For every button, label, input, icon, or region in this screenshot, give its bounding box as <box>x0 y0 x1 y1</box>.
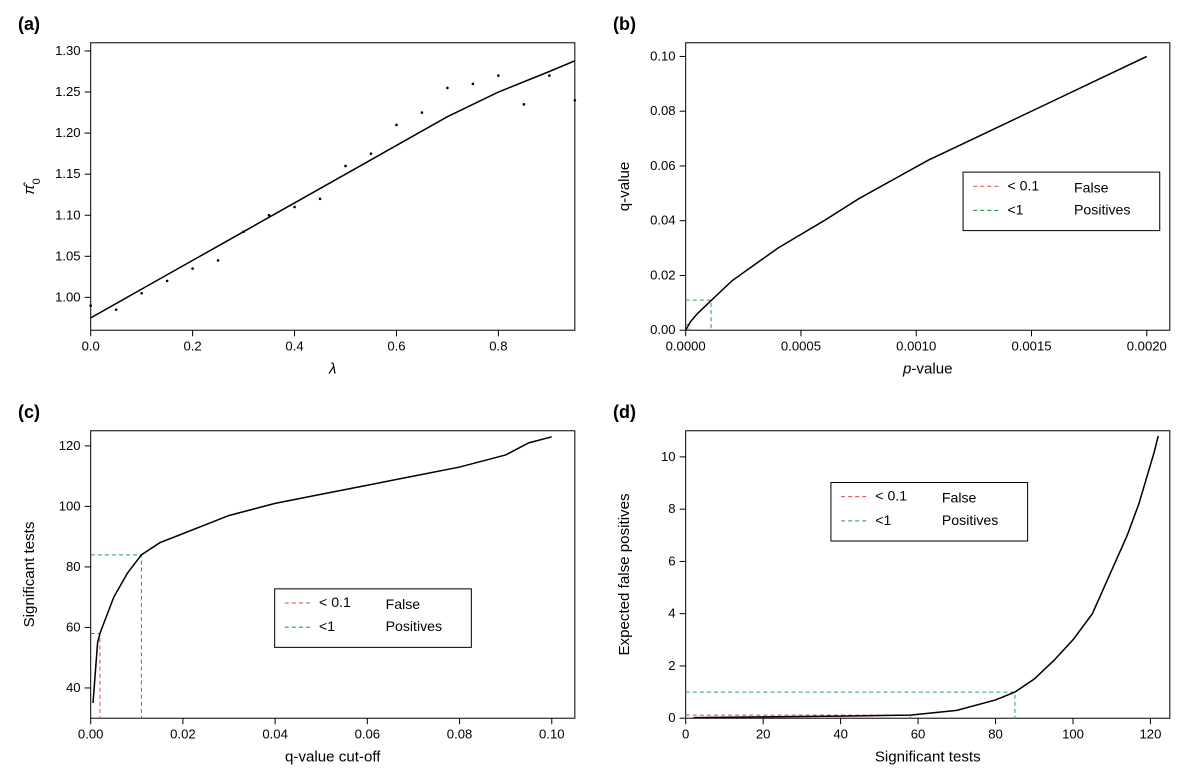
svg-text:< 0.1: < 0.1 <box>319 594 351 610</box>
svg-text:0.08: 0.08 <box>447 727 473 742</box>
svg-text:Significant tests: Significant tests <box>21 521 38 627</box>
svg-text:False: False <box>942 490 977 506</box>
svg-text:Expected false positives: Expected false positives <box>616 493 633 656</box>
svg-text:0.2: 0.2 <box>183 338 201 353</box>
panel-a: (a) 0.0 0.2 0.4 0.6 0.8 1.00 1.05 1.10 1.15 1.20 1… <box>10 10 595 388</box>
svg-text:1.30: 1.30 <box>55 43 81 58</box>
svg-text:False: False <box>386 596 421 612</box>
svg-text:8: 8 <box>668 501 675 516</box>
svg-text:0.4: 0.4 <box>285 338 303 353</box>
panel-d: (d) 0 20 40 60 80 100 120 0 2 4 6 8 10 Significant te… <box>605 398 1190 776</box>
svg-text:80: 80 <box>988 727 1003 742</box>
chart-grid: (a) 0.0 0.2 0.4 0.6 0.8 1.00 1.05 1.10 1.15 1.20 1… <box>10 10 1190 758</box>
svg-text:Positives: Positives <box>1074 201 1130 217</box>
svg-text:λ: λ <box>328 361 336 378</box>
panel-d-svg: 0 20 40 60 80 100 120 0 2 4 6 8 10 Significant tests E… <box>605 398 1190 776</box>
panel-b: (b) 0.00000.00050.00100.00150.00200.000.… <box>605 10 1190 388</box>
svg-text:0.08: 0.08 <box>650 103 676 118</box>
svg-text:0.00: 0.00 <box>650 322 676 337</box>
panel-a-label: (a) <box>18 14 40 35</box>
svg-text:1.25: 1.25 <box>55 84 81 99</box>
svg-text:0.02: 0.02 <box>170 727 196 742</box>
svg-text:100: 100 <box>1062 727 1084 742</box>
svg-text:60: 60 <box>66 620 81 635</box>
svg-text:π̂0: π̂0 <box>21 178 43 194</box>
panel-d-label: (d) <box>613 402 636 423</box>
panel-c-label: (c) <box>18 402 40 423</box>
svg-text:0.0010: 0.0010 <box>896 338 936 353</box>
svg-text:0.10: 0.10 <box>539 727 565 742</box>
panel-c: (c) 0.00 0.02 0.04 0.06 0.08 0.10 40 60 80 100 120… <box>10 398 595 776</box>
svg-text:Positives: Positives <box>386 618 442 634</box>
svg-text:0.06: 0.06 <box>650 158 676 173</box>
svg-text:Positives: Positives <box>942 512 998 528</box>
svg-text:0.6: 0.6 <box>387 338 405 353</box>
svg-text:0: 0 <box>668 710 675 725</box>
svg-text:False: False <box>1074 179 1109 195</box>
svg-text:0.0000: 0.0000 <box>666 338 706 353</box>
svg-text:40: 40 <box>833 727 848 742</box>
svg-text:p-value: p-value <box>902 361 953 378</box>
svg-text:4: 4 <box>668 606 675 621</box>
svg-text:0.10: 0.10 <box>650 48 676 63</box>
panel-c-svg: 0.00 0.02 0.04 0.06 0.08 0.10 40 60 80 100 120 q-va… <box>10 398 595 776</box>
svg-text:40: 40 <box>66 680 81 695</box>
svg-text:0.04: 0.04 <box>650 213 676 228</box>
svg-text:6: 6 <box>668 554 675 569</box>
svg-text:1.05: 1.05 <box>55 248 81 263</box>
svg-text:0.04: 0.04 <box>262 727 288 742</box>
svg-text:100: 100 <box>59 499 81 514</box>
svg-text:0.0: 0.0 <box>82 338 100 353</box>
svg-text:< 0.1: < 0.1 <box>875 488 907 504</box>
panel-b-label: (b) <box>613 14 636 35</box>
svg-text:1.00: 1.00 <box>55 289 81 304</box>
svg-text:<1: <1 <box>875 512 891 528</box>
svg-text:1.10: 1.10 <box>55 207 81 222</box>
svg-text:0.06: 0.06 <box>355 727 381 742</box>
svg-text:0.02: 0.02 <box>650 267 676 282</box>
svg-text:< 0.1: < 0.1 <box>1007 177 1039 193</box>
svg-text:0.8: 0.8 <box>489 338 507 353</box>
svg-text:<1: <1 <box>1007 201 1023 217</box>
svg-text:1.15: 1.15 <box>55 166 81 181</box>
svg-text:0.0020: 0.0020 <box>1127 338 1167 353</box>
svg-text:20: 20 <box>756 727 771 742</box>
svg-text:60: 60 <box>911 727 926 742</box>
svg-text:q-value cut-off: q-value cut-off <box>285 749 381 766</box>
svg-text:10: 10 <box>661 449 676 464</box>
svg-text:80: 80 <box>66 559 81 574</box>
svg-text:0.0015: 0.0015 <box>1011 338 1051 353</box>
svg-text:1.20: 1.20 <box>55 125 81 140</box>
svg-text:2: 2 <box>668 658 675 673</box>
svg-text:<1: <1 <box>319 618 335 634</box>
svg-text:0.00: 0.00 <box>78 727 104 742</box>
svg-text:Significant tests: Significant tests <box>875 749 981 766</box>
svg-text:120: 120 <box>59 438 81 453</box>
panel-a-svg: 0.0 0.2 0.4 0.6 0.8 1.00 1.05 1.10 1.15 1.20 1.25 1… <box>10 10 595 388</box>
svg-text:0: 0 <box>682 727 689 742</box>
svg-text:q-value: q-value <box>616 162 633 212</box>
svg-text:0.0005: 0.0005 <box>781 338 821 353</box>
svg-text:120: 120 <box>1140 727 1162 742</box>
panel-b-svg: 0.0000 0.0005 0.0010 0.0015 0.0020 0.00 0.02 0.… <box>605 10 1190 388</box>
